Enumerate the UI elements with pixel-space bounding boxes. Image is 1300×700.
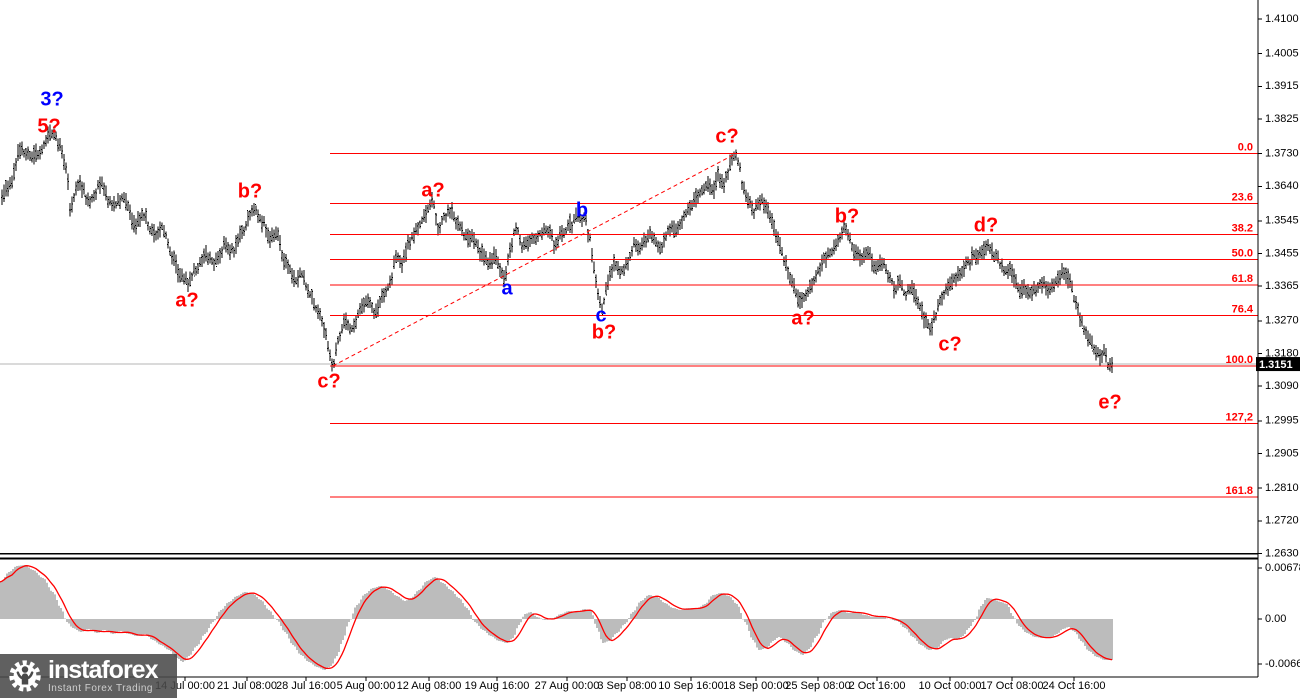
time-axis-label: 25 Sep 08:00 (785, 680, 850, 692)
wave-label-7-b: b (576, 199, 588, 221)
fib-level-label-61.8: 61.8 (1232, 273, 1253, 285)
oscillator-signal-line (0, 565, 1113, 670)
price-axis-label-1.3730: 1.3730 (1265, 147, 1299, 159)
price-axis-label-1.2905: 1.2905 (1265, 447, 1299, 459)
osc-axis-label-0.00678: 0.00678 (1265, 562, 1300, 574)
wave-label-2-a: a? (175, 289, 198, 311)
wave-label-6-a: a (501, 277, 513, 299)
wave-label-0-3: 3? (40, 88, 63, 110)
price-axis-label-1.4100: 1.4100 (1265, 13, 1299, 25)
price-axis-label-1.3825: 1.3825 (1265, 113, 1299, 125)
wave-label-13-c: c? (938, 333, 961, 355)
price-box-value: 1.3151 (1259, 359, 1293, 371)
time-axis-label: 24 Oct 16:00 (1043, 680, 1106, 692)
fib-level-label-38.2: 38.2 (1232, 223, 1253, 235)
wave-label-1-5: 5? (37, 115, 60, 137)
wave-label-15-e: e? (1098, 391, 1121, 413)
fib-level-label-50.0: 50.0 (1232, 248, 1253, 260)
time-axis-label: 19 Aug 16:00 (465, 680, 530, 692)
price-axis-label-1.3915: 1.3915 (1265, 80, 1299, 92)
time-axis-label: 21 Jul 08:00 (217, 680, 277, 692)
time-axis-label: 27 Aug 00:00 (535, 680, 600, 692)
time-axis-label: 10 Sep 16:00 (658, 680, 723, 692)
wave-label-14-d: d? (974, 214, 998, 236)
wave-label-9-b: b? (592, 321, 616, 343)
panel-separator-top[interactable] (0, 553, 1258, 555)
time-axis-label: 2 Oct 16:00 (849, 680, 906, 692)
price-axis-label-1.2810: 1.2810 (1265, 482, 1299, 494)
price-axis-label-1.2720: 1.2720 (1265, 515, 1299, 527)
trendline-dashed (332, 153, 737, 367)
osc-axis-label-0.00: 0.00 (1265, 613, 1286, 625)
fib-level-label-23.6: 23.6 (1232, 192, 1253, 204)
time-axis-label: 17 Oct 08:00 (981, 680, 1044, 692)
price-axis-label-1.3640: 1.3640 (1265, 180, 1299, 192)
fib-level-label-100.0: 100.0 (1225, 354, 1253, 366)
time-axis-label: 18 Sep 00:00 (723, 680, 788, 692)
wave-label-12-b: b? (835, 205, 859, 227)
price-axis-label-1.2630: 1.2630 (1265, 547, 1299, 559)
wave-label-4-c: c? (317, 370, 340, 392)
time-axis-label: 5 Aug 00:00 (337, 680, 396, 692)
panel-separator-bottom[interactable] (0, 557, 1258, 560)
wave-label-5-a: a? (421, 179, 444, 201)
price-axis-label-1.3545: 1.3545 (1265, 215, 1299, 227)
wave-label-11-a: a? (791, 307, 814, 329)
fib-level-label-127,2: 127,2 (1225, 412, 1253, 424)
instaforex-logo: instaforex Instant Forex Trading (0, 654, 177, 698)
instaforex-gear-icon (9, 660, 41, 692)
time-axis-label: 28 Jul 16:00 (276, 680, 336, 692)
osc-axis-label--0.00668: -0.00668 (1265, 658, 1300, 670)
price-axis-label-1.3180: 1.3180 (1265, 347, 1299, 359)
price-axis-label-1.4005: 1.4005 (1265, 47, 1299, 59)
time-axis-label: 3 Sep 08:00 (597, 680, 656, 692)
instaforex-logo-text: instaforex (48, 656, 158, 684)
fib-level-label-76.4: 76.4 (1232, 304, 1254, 316)
price-bars (1, 124, 1113, 373)
price-axis-label-1.3090: 1.3090 (1265, 380, 1299, 392)
wave-label-10-c: c? (715, 125, 738, 147)
wave-label-8-c: c (595, 304, 606, 326)
fib-level-label-161.8: 161.8 (1225, 485, 1253, 497)
instaforex-logo-tagline: Instant Forex Trading (48, 683, 153, 694)
time-axis-label: 10 Oct 00:00 (919, 680, 982, 692)
wave-label-3-b: b? (238, 180, 262, 202)
price-box (1256, 357, 1300, 372)
price-axis-label-1.2995: 1.2995 (1265, 415, 1299, 427)
price-axis-label-1.3455: 1.3455 (1265, 247, 1299, 259)
fib-level-label-0.0: 0.0 (1238, 142, 1253, 154)
time-axis-label: 12 Aug 08:00 (397, 680, 462, 692)
price-axis-label-1.3365: 1.3365 (1265, 280, 1299, 292)
price-axis-label-1.3270: 1.3270 (1265, 315, 1299, 327)
